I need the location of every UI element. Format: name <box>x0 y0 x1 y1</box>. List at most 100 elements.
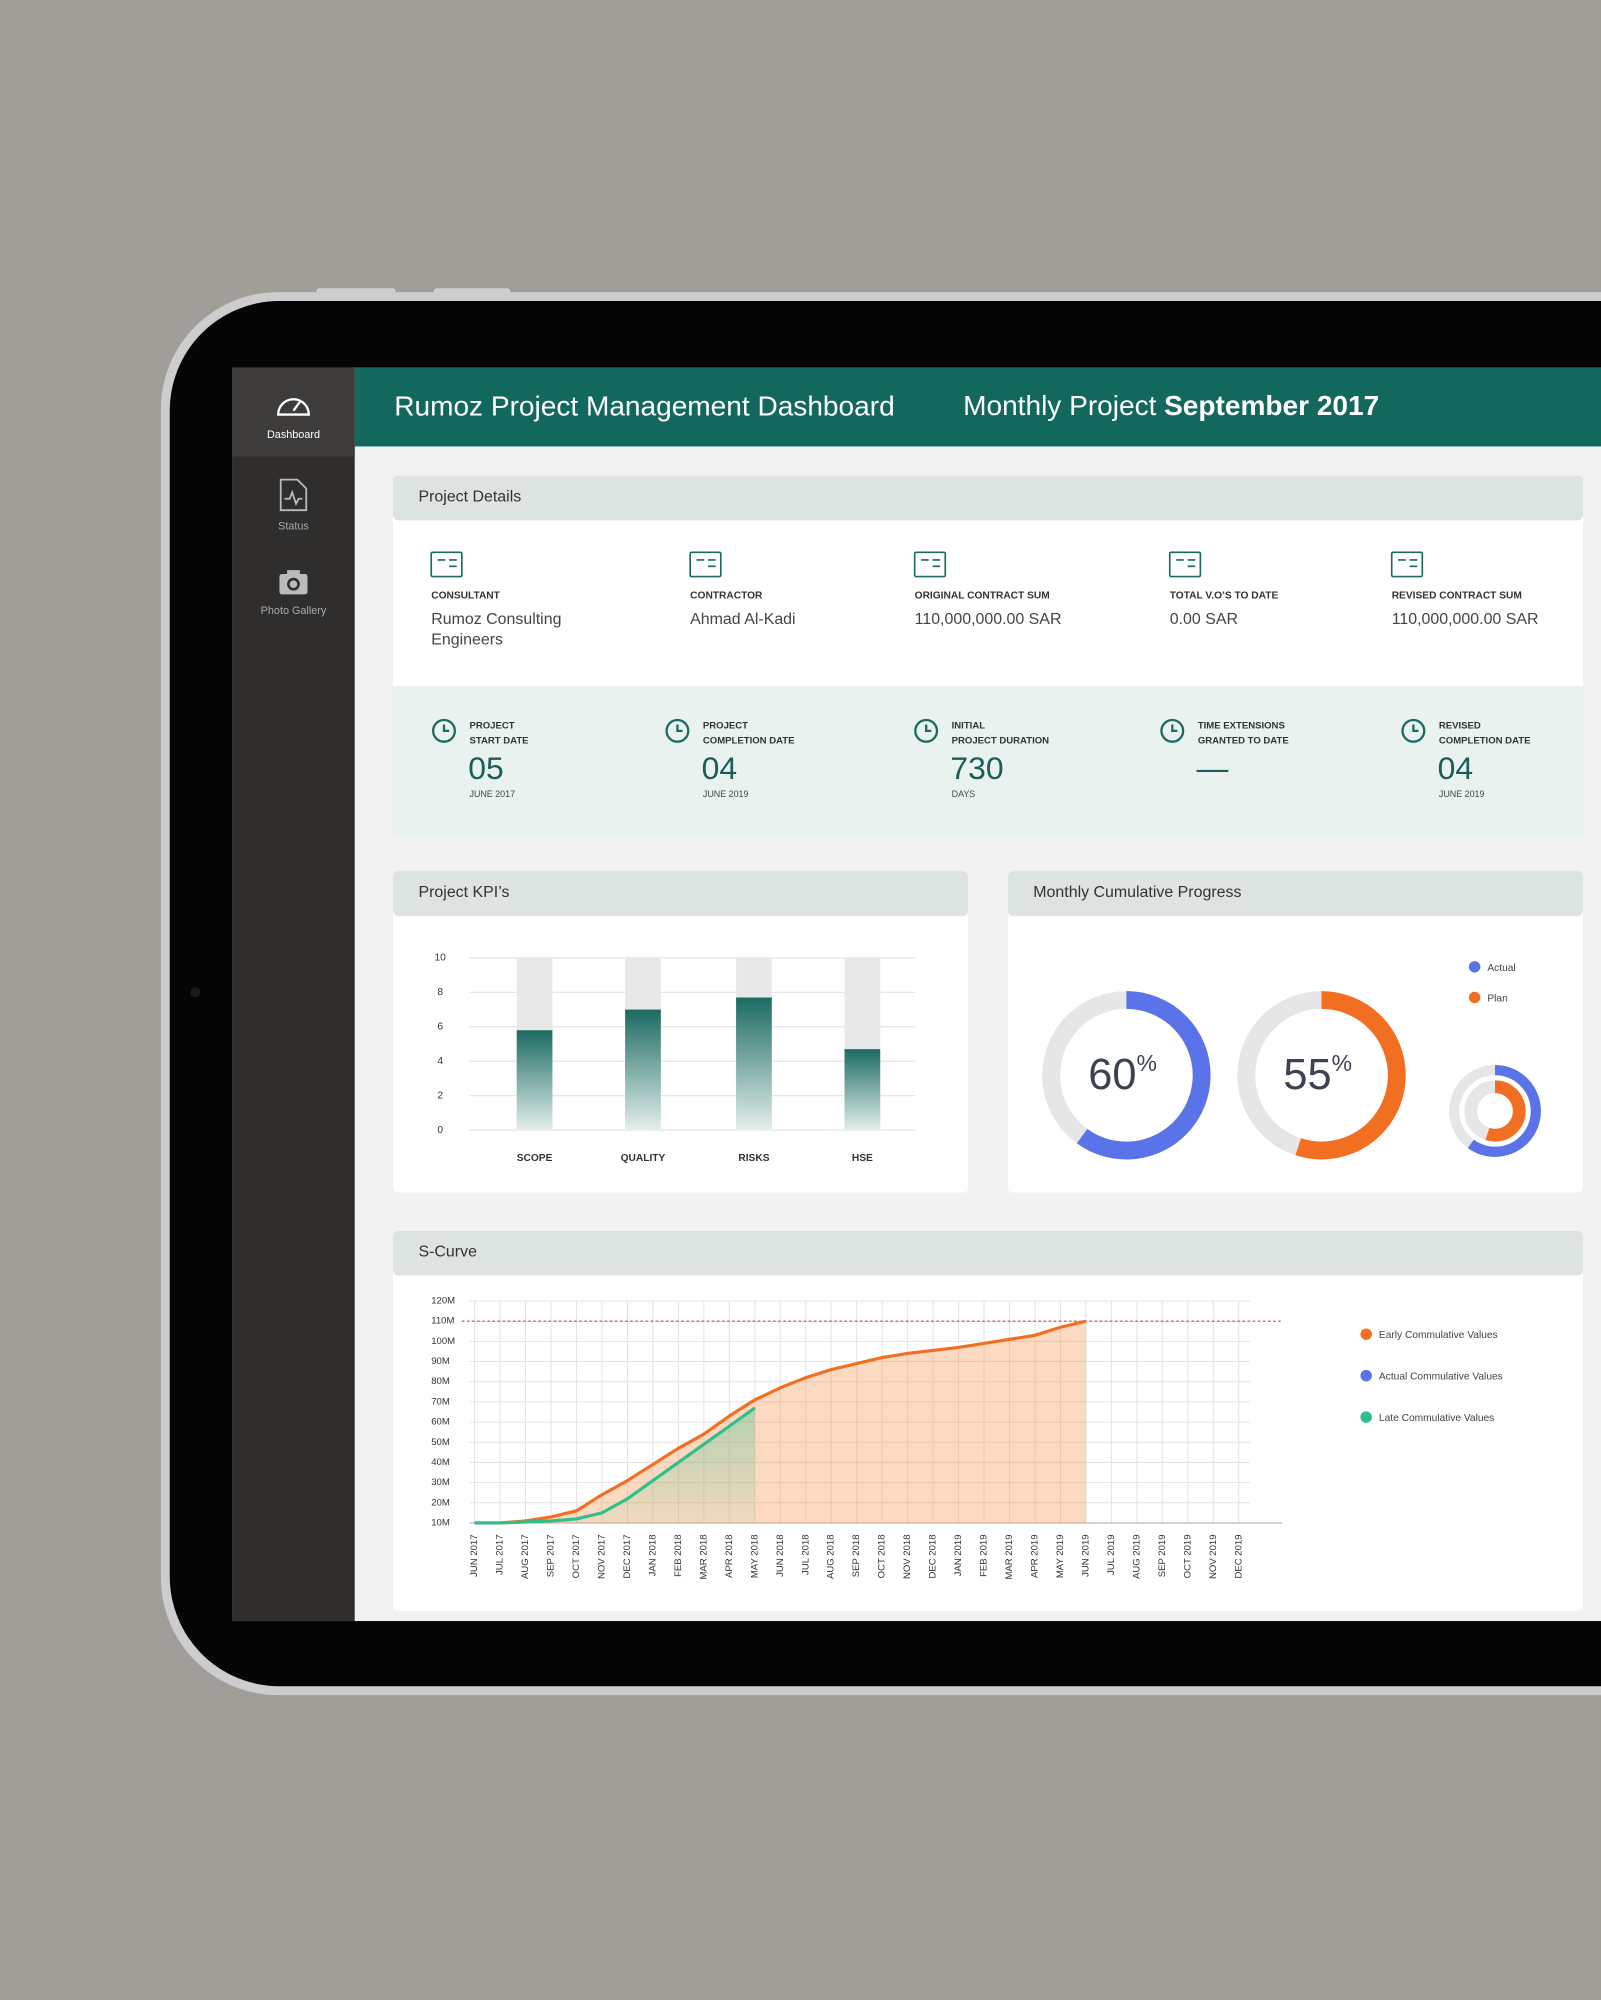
y-tick-label: 80M <box>431 1376 450 1387</box>
x-tick-label: JAN 2019 <box>953 1534 964 1576</box>
gallery-icon <box>279 570 308 595</box>
detail-icon <box>430 551 463 578</box>
dates-panel <box>392 686 1584 836</box>
detail-icon <box>1168 551 1202 578</box>
detail-icon <box>689 551 722 578</box>
date-label: REVISED <box>1439 720 1481 731</box>
y-tick-label: 0 <box>437 1125 443 1136</box>
legend-label: Plan <box>1487 993 1507 1004</box>
date-value: 05 <box>468 750 503 786</box>
icon-shape <box>432 718 456 743</box>
x-tick-label: MAY 2019 <box>1055 1534 1066 1578</box>
kpi-card <box>392 871 969 1193</box>
y-tick-label: 100M <box>431 1336 455 1347</box>
x-tick-label: SEP 2017 <box>546 1534 557 1577</box>
y-tick-label: 90M <box>431 1356 450 1367</box>
date-label: COMPLETION DATE <box>1439 736 1531 747</box>
x-tick-label: JUN 2019 <box>1080 1534 1091 1576</box>
card-title: Project KPI’s <box>418 884 509 901</box>
x-tick-label: SEP 2018 <box>851 1534 862 1577</box>
detail-label: CONSULTANT <box>431 590 500 601</box>
x-tick-label: APR 2018 <box>724 1534 735 1578</box>
x-tick-label: JUL 2019 <box>1106 1534 1117 1575</box>
x-tick-label: AUG 2019 <box>1131 1534 1142 1579</box>
y-tick-label: 6 <box>437 1021 443 1032</box>
date-label: PROJECT DURATION <box>952 736 1050 747</box>
camera <box>190 987 201 998</box>
sidebar <box>232 367 355 1622</box>
date-label: TIME EXTENSIONS <box>1198 720 1285 731</box>
x-tick-label: JUN 2017 <box>469 1534 480 1576</box>
x-tick-label: QUALITY <box>621 1153 666 1164</box>
nav-label: Dashboard <box>267 429 320 441</box>
x-tick-label: JUL 2018 <box>800 1534 811 1575</box>
card-header <box>392 475 1584 521</box>
icon-shape <box>1390 551 1424 578</box>
area <box>474 1407 755 1523</box>
detail-value: Engineers <box>431 632 503 649</box>
line <box>474 1406 756 1525</box>
donut-arc <box>1449 1065 1541 1157</box>
icon-shape <box>1168 551 1202 578</box>
date-sub: JUNE 2019 <box>703 789 749 799</box>
legend-dot <box>1468 991 1481 1004</box>
date-label: COMPLETION DATE <box>703 736 795 747</box>
x-tick-label: RISKS <box>738 1153 769 1164</box>
icon-shape <box>1160 718 1185 743</box>
date-value: 04 <box>1438 750 1473 786</box>
date-label: PROJECT <box>470 720 515 731</box>
detail-icon <box>1390 551 1424 578</box>
y-tick-label: 10 <box>434 953 446 964</box>
value: 55 <box>1283 1051 1331 1099</box>
x-tick-label: NOV 2018 <box>902 1534 913 1579</box>
x-tick-label: MAR 2018 <box>698 1534 709 1579</box>
icon-shape <box>442 724 450 733</box>
clock-icon <box>914 718 939 743</box>
y-tick-label: 40M <box>431 1457 450 1468</box>
status-icon <box>279 478 308 512</box>
nav-label: Status <box>278 521 309 533</box>
x-tick-label: FEB 2019 <box>979 1534 990 1576</box>
x-tick-label: FEB 2018 <box>673 1534 684 1576</box>
card-title: Monthly Cumulative Progress <box>1033 884 1241 901</box>
y-tick-label: 50M <box>431 1437 450 1448</box>
detail-value: 110,000,000.00 SAR <box>1392 611 1539 628</box>
x-tick-label: MAR 2019 <box>1004 1534 1015 1579</box>
bar <box>736 997 772 1131</box>
bar <box>844 1049 881 1131</box>
donut-arc <box>1464 1080 1526 1142</box>
clock-icon <box>1401 718 1426 743</box>
legend-label: Actual <box>1487 963 1515 974</box>
legend-dot <box>1468 961 1481 973</box>
y-tick-label: 60M <box>431 1417 450 1428</box>
y-tick-label: 20M <box>431 1497 450 1508</box>
unit: % <box>1136 1050 1156 1076</box>
detail-value: 110,000,000.00 SAR <box>915 611 1062 628</box>
icon-shape <box>924 724 932 733</box>
detail-value: 0.00 SAR <box>1170 611 1238 628</box>
x-tick-label: DEC 2018 <box>928 1534 939 1578</box>
x-tick-label: SCOPE <box>517 1153 553 1164</box>
bar <box>516 1030 553 1131</box>
clock-icon <box>665 718 690 743</box>
legend-label: Early Commulative Values <box>1379 1330 1498 1341</box>
period: Monthly Project September 2017 <box>963 391 1379 422</box>
y-tick-label: 70M <box>431 1396 450 1407</box>
screen: Rumoz Project Management Dashboard Month… <box>232 367 1601 1622</box>
x-tick-label: NOV 2017 <box>596 1534 607 1579</box>
date-sub: JUNE 2019 <box>1439 789 1485 799</box>
card-header <box>1007 871 1584 916</box>
dashboard-icon <box>277 398 310 416</box>
y-tick-label: 10M <box>431 1517 450 1528</box>
bar <box>625 1009 661 1131</box>
clock-icon <box>1160 718 1185 743</box>
icon-shape <box>1401 718 1426 743</box>
icon-shape <box>665 718 690 743</box>
x-tick-label: OCT 2018 <box>877 1534 888 1578</box>
detail-label: ORIGINAL CONTRACT SUM <box>915 590 1050 601</box>
x-tick-label: JUL 2017 <box>495 1534 506 1575</box>
line <box>474 1319 1087 1525</box>
dynamic-layer: Dashboard Status Photo Gallery CONSULTANT Ru… <box>261 429 1541 1580</box>
legend-label: Late Commulative Values <box>1379 1413 1494 1424</box>
y-tick-label: 8 <box>437 987 443 998</box>
